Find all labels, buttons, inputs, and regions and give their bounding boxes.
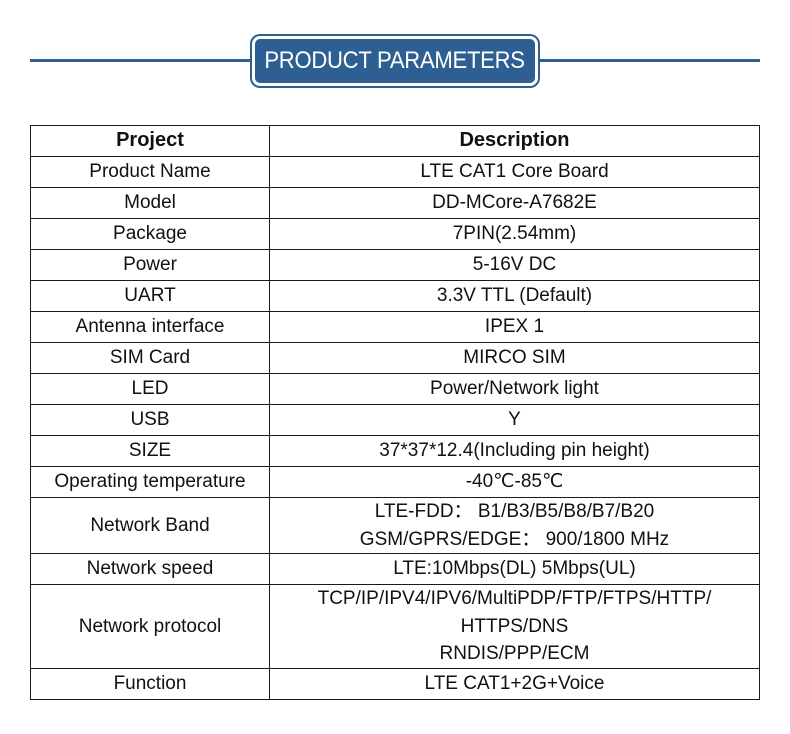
table-row: Antenna interface IPEX 1 [30, 311, 760, 343]
row-project-cell: Model [30, 187, 270, 219]
row-project-cell: LED [30, 373, 270, 405]
row-description-cell: 3.3V TTL (Default) [269, 280, 760, 312]
row-project-cell: SIM Card [30, 342, 270, 374]
description-line: HTTPS/DNS [460, 615, 569, 637]
row-description-cell: TCP/IP/IPV4/IPV6/MultiPDP/FTP/FTPS/HTTP/… [269, 584, 760, 669]
row-project-cell: Package [30, 218, 270, 250]
table-row: SIM Card MIRCO SIM [30, 342, 760, 374]
row-project-cell: Operating temperature [30, 466, 270, 498]
row-description-cell: LTE:10Mbps(DL) 5Mbps(UL) [269, 553, 760, 585]
row-project-cell: USB [30, 404, 270, 436]
table-row: USB Y [30, 404, 760, 436]
description-line: RNDIS/PPP/ECM [439, 643, 590, 665]
description-line: TCP/IP/IPV4/IPV6/MultiPDP/FTP/FTPS/HTTP/ [317, 588, 712, 610]
row-project-cell: Power [30, 249, 270, 281]
table-row: Product Name LTE CAT1 Core Board [30, 156, 760, 188]
page-title: PRODUCT PARAMETERS [264, 47, 526, 74]
table-row: Operating temperature -40℃-85℃ [30, 466, 760, 498]
row-description-cell: LTE CAT1+2G+Voice [269, 668, 760, 700]
header-rule-right [532, 59, 760, 62]
row-description-cell: LTE CAT1 Core Board [269, 156, 760, 188]
row-project-cell: Network protocol [30, 584, 270, 669]
column-header-description: Description [269, 125, 760, 157]
row-description-cell: Power/Network light [269, 373, 760, 405]
description-line: LTE-FDD： B1/B3/B5/B8/B7/B20 [374, 501, 655, 522]
table-row: Power 5-16V DC [30, 249, 760, 281]
row-description-cell: Y [269, 404, 760, 436]
row-project-cell: Antenna interface [30, 311, 270, 343]
column-header-project: Project [30, 125, 270, 157]
table-row: Package 7PIN(2.54mm) [30, 218, 760, 250]
table-row: Network speed LTE:10Mbps(DL) 5Mbps(UL) [30, 553, 760, 585]
table-row: LED Power/Network light [30, 373, 760, 405]
row-project-cell: Function [30, 668, 270, 700]
row-description-cell: DD-MCore-A7682E [269, 187, 760, 219]
row-description-cell: IPEX 1 [269, 311, 760, 343]
row-project-cell: Product Name [30, 156, 270, 188]
row-project-cell: SIZE [30, 435, 270, 467]
row-description-cell: 37*37*12.4(Including pin height) [269, 435, 760, 467]
table-row: Network Band LTE-FDD： B1/B3/B5/B8/B7/B20… [30, 497, 760, 554]
row-description-cell: 7PIN(2.54mm) [269, 218, 760, 250]
row-description-cell: MIRCO SIM [269, 342, 760, 374]
header-rule-left [30, 59, 258, 62]
row-project-cell: Network speed [30, 553, 270, 585]
table-row: UART 3.3V TTL (Default) [30, 280, 760, 312]
description-line: GSM/GPRS/EDGE： 900/1800 MHz [359, 528, 670, 550]
table-row: Network protocol TCP/IP/IPV4/IPV6/MultiP… [30, 584, 760, 669]
header-banner: PRODUCT PARAMETERS [255, 39, 535, 83]
table-row: SIZE 37*37*12.4(Including pin height) [30, 435, 760, 467]
table-header-row: Project Description [30, 125, 760, 157]
table-row: Function LTE CAT1+2G+Voice [30, 668, 760, 700]
row-project-cell: UART [30, 280, 270, 312]
row-description-cell: -40℃-85℃ [269, 466, 760, 498]
table-row: Model DD-MCore-A7682E [30, 187, 760, 219]
parameters-table: Project Description Product Name LTE CAT… [30, 125, 760, 700]
row-description-cell: 5-16V DC [269, 249, 760, 281]
row-project-cell: Network Band [30, 497, 270, 554]
row-description-cell: LTE-FDD： B1/B3/B5/B8/B7/B20 GSM/GPRS/EDG… [269, 497, 760, 554]
